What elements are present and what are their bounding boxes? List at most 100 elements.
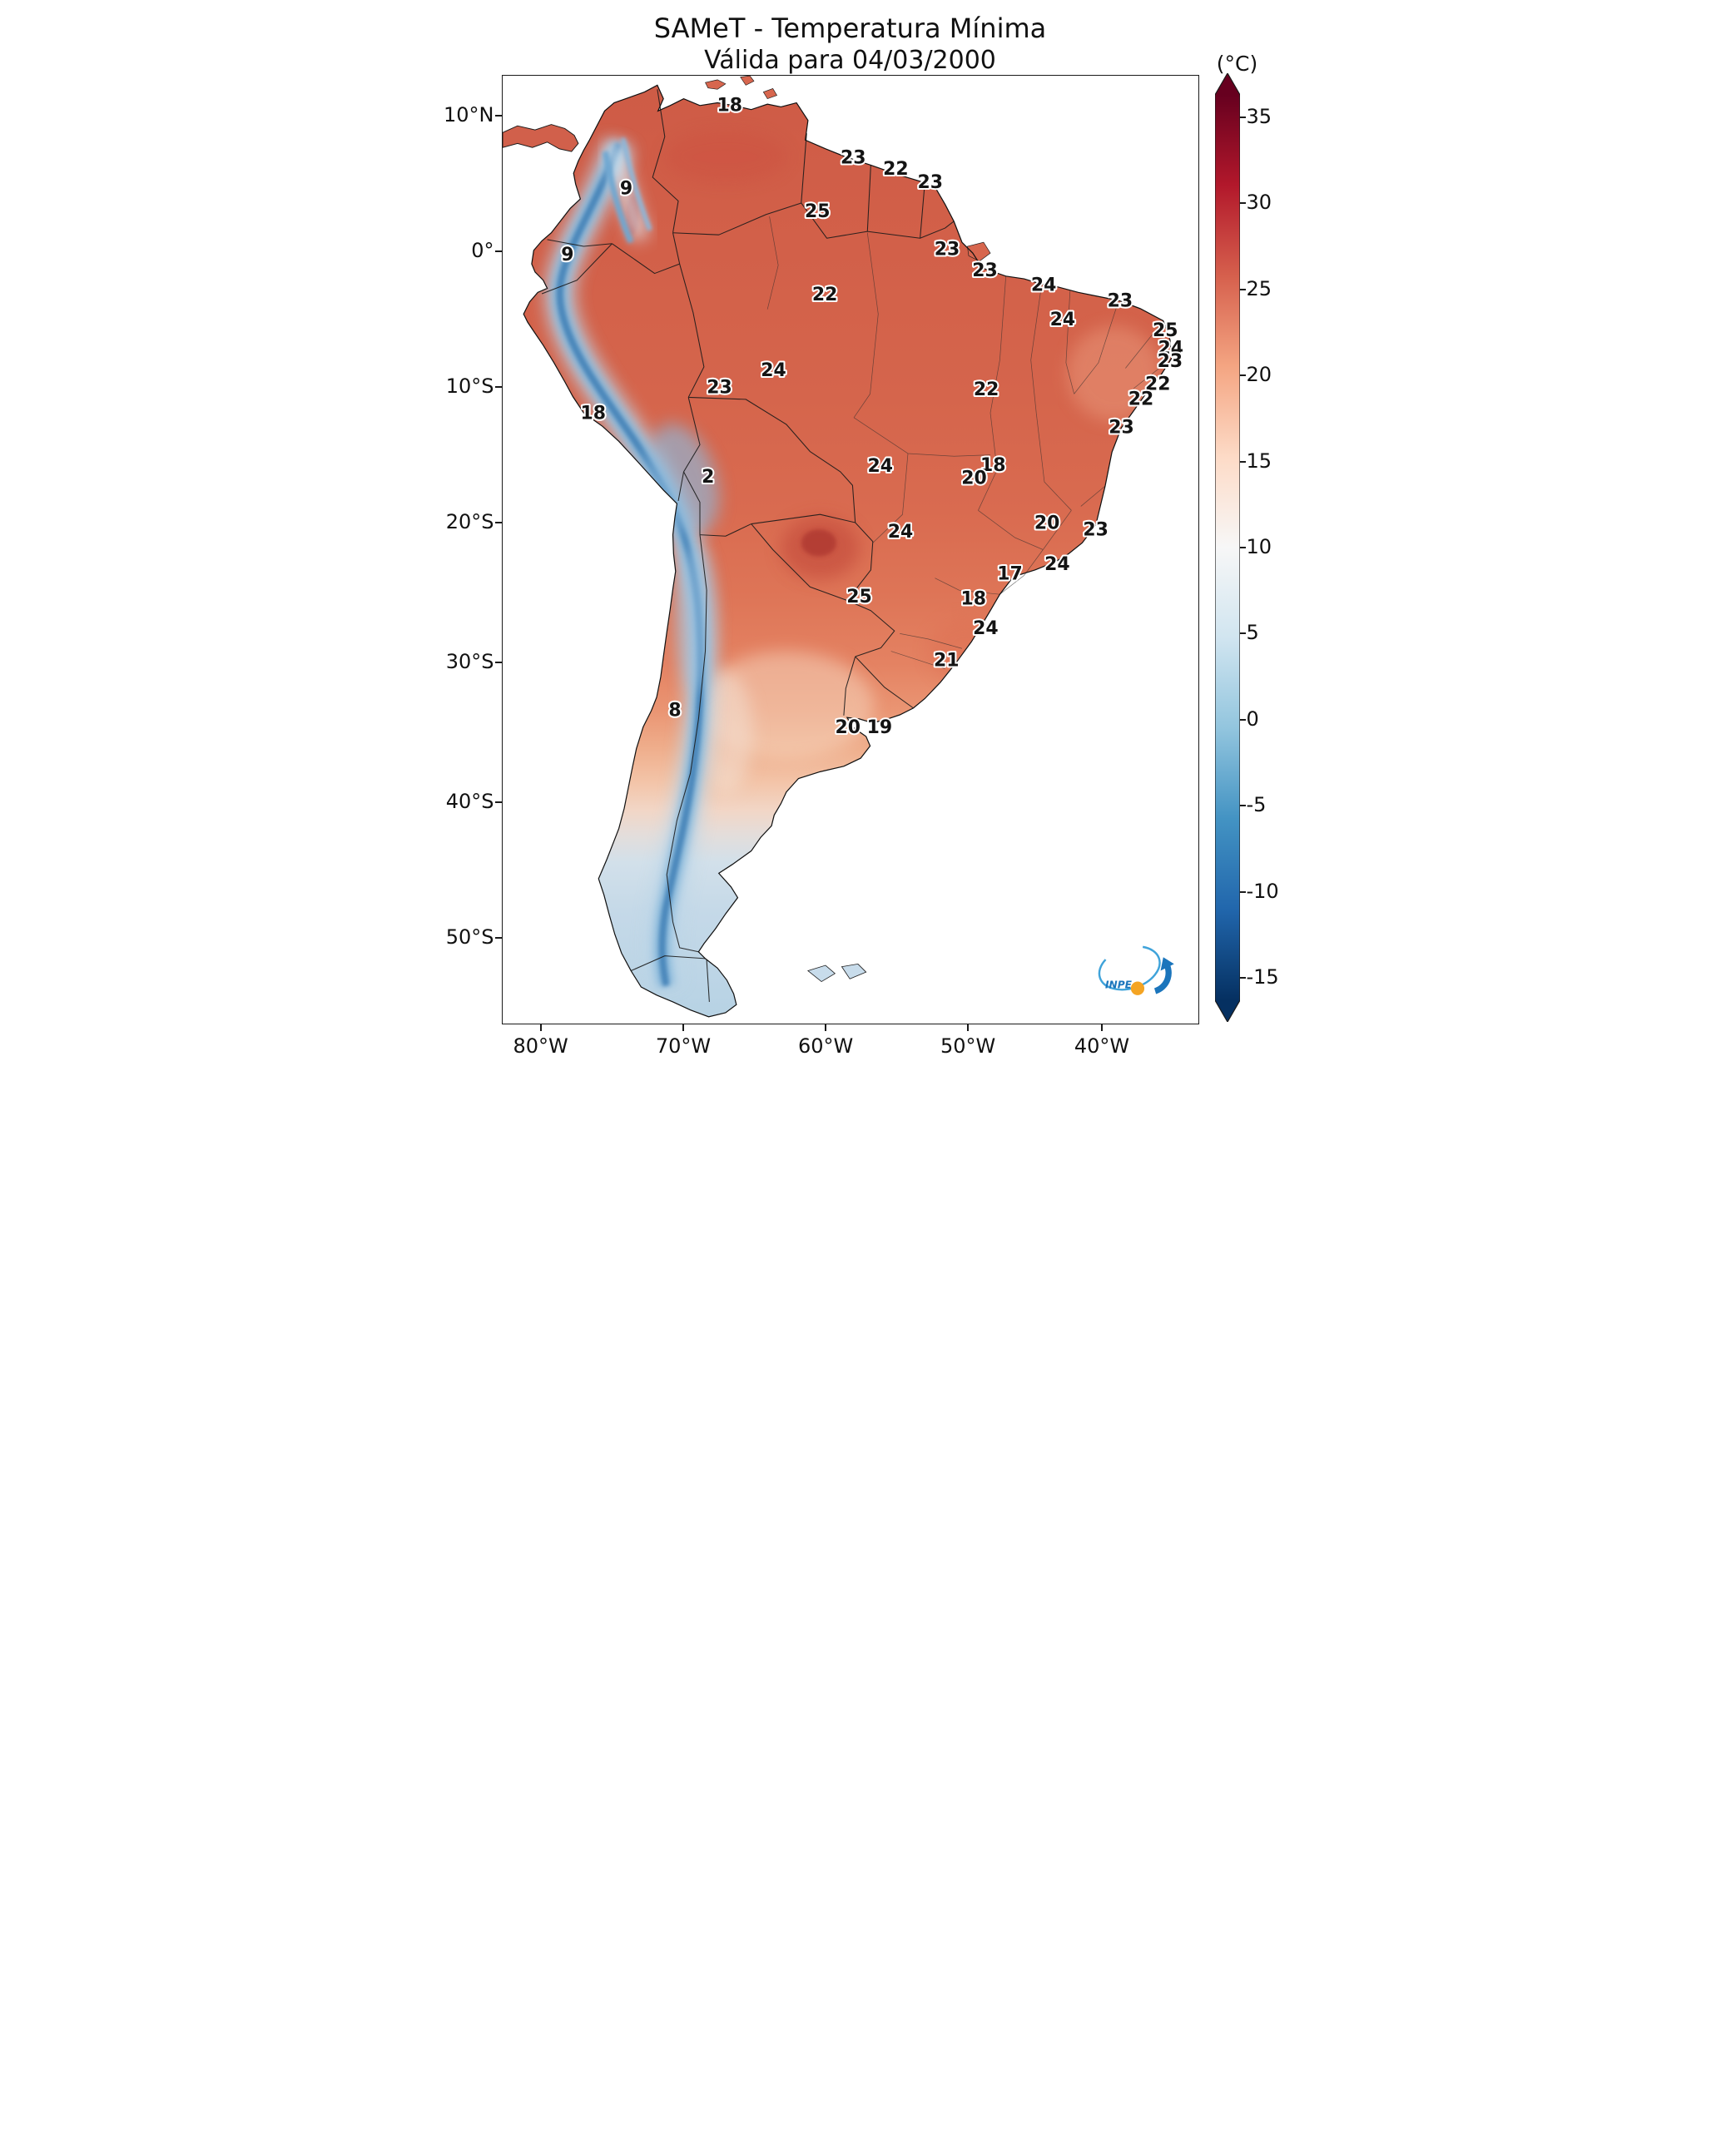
temperature-label: 21	[934, 650, 959, 671]
panama-land	[502, 124, 578, 152]
temperature-label: 18	[980, 455, 1005, 476]
temperature-label: 25	[846, 587, 871, 607]
colorbar-tickmark	[1239, 632, 1246, 635]
colorbar-tick-label: 5	[1246, 621, 1259, 645]
temperature-label: 23	[1157, 351, 1182, 372]
colorbar-tickmark	[1239, 890, 1246, 893]
lon-tickmark	[825, 1024, 827, 1031]
map-plot-area: 18 23 22 23 9 25 23 9 23 24 22 23 24 25 24 23 24 22 23 22 22…	[501, 75, 1199, 1024]
temperature-label: 23	[1109, 418, 1133, 439]
lat-tickmark	[494, 114, 502, 117]
temperature-label: 23	[917, 172, 942, 193]
island-marajo	[966, 241, 990, 262]
cordillera-east	[620, 137, 652, 231]
colorbar-tick-label: 15	[1246, 449, 1272, 473]
temperature-label: 20	[1034, 513, 1059, 533]
colorbar-unit-label: (°C)	[1216, 52, 1258, 76]
lat-tickmark	[494, 801, 502, 803]
temperature-label: 20	[961, 469, 986, 489]
island-falkland-east	[841, 963, 866, 979]
temperature-label: 23	[1107, 290, 1132, 311]
lon-tickmark	[539, 1024, 542, 1031]
temperature-shading-layer	[523, 85, 1172, 1017]
colorbar-tick-label: -5	[1246, 793, 1267, 817]
colorbar-gradient	[1214, 73, 1240, 1022]
temperature-label: 24	[867, 456, 892, 477]
colorbar	[1214, 73, 1240, 1022]
temperature-label: 25	[1152, 320, 1177, 341]
inpe-arrowhead-icon	[1160, 957, 1174, 971]
colorbar-tickmark	[1239, 977, 1246, 979]
temperature-label: 22	[973, 379, 998, 400]
temperature-label: 22	[1145, 374, 1170, 394]
state-borders	[766, 216, 1172, 670]
temperature-label: 17	[997, 563, 1022, 584]
temperature-label: 24	[1158, 338, 1183, 359]
temperature-label: 2	[702, 467, 714, 488]
lon-tickmark	[682, 1024, 684, 1031]
colorbar-tick-label: 0	[1246, 707, 1259, 731]
inpe-logo-text: INPE	[1104, 979, 1132, 991]
samet-temperature-map-figure: SAMeT - Temperatura Mínima Válida para 0…	[434, 0, 1302, 1076]
temperature-label: 22	[883, 159, 908, 180]
andes-cold-band-core	[556, 141, 704, 987]
lon-tick-label: 60°W	[798, 1034, 854, 1058]
lon-tick-label: 50°W	[940, 1034, 996, 1058]
temperature-label: 23	[840, 148, 865, 169]
lon-tick-label: 70°W	[655, 1034, 712, 1058]
temperature-label: 23	[1083, 519, 1108, 540]
inpe-orange-dot-icon	[1130, 981, 1144, 995]
cordillera-halo	[605, 141, 649, 241]
colorbar-tick-label: 30	[1246, 191, 1272, 215]
lat-tick-label: 10°N	[444, 102, 494, 126]
lat-tickmark	[494, 385, 502, 388]
lat-tickmark	[494, 521, 502, 523]
temperature-label: 24	[761, 360, 786, 381]
lat-tick-label: 30°S	[445, 650, 494, 674]
colorbar-tickmark	[1239, 460, 1246, 463]
colorbar-tick-label: 10	[1246, 535, 1272, 558]
figure-title: SAMeT - Temperatura Mínima Válida para 0…	[502, 12, 1199, 77]
colorbar-tick-label: 20	[1246, 363, 1272, 387]
colorbar-tick-label: 25	[1246, 276, 1272, 300]
temperature-label: 22	[1128, 389, 1153, 409]
lat-tick-label: 10°S	[445, 374, 494, 398]
colorbar-tickmark	[1239, 805, 1246, 807]
temperature-label: 19	[866, 717, 891, 738]
light-patch-northeast-brazil	[1066, 326, 1161, 421]
country-borders	[541, 89, 955, 1002]
title-line-2: Válida para 04/03/2000	[704, 46, 996, 75]
island-caribbean	[739, 76, 754, 86]
lon-tickmark	[1101, 1024, 1104, 1031]
temperature-label: 25	[804, 201, 829, 222]
colorbar-tick-label: -10	[1246, 879, 1279, 903]
colorbar-tickmark	[1239, 116, 1246, 118]
temperature-label: 24	[887, 522, 912, 543]
temperature-label: 20	[835, 717, 860, 738]
lon-tick-label: 80°W	[513, 1034, 568, 1058]
temperature-label: 24	[1049, 310, 1074, 330]
temperature-label: 24	[1044, 554, 1069, 575]
lat-tick-label: 50°S	[445, 925, 494, 950]
lon-tickmark	[967, 1024, 970, 1031]
hot-core-paraguay	[801, 529, 836, 557]
colorbar-tickmark	[1239, 718, 1246, 721]
lat-tickmark	[494, 662, 502, 664]
warm-patch-venezuela	[664, 131, 786, 183]
island-falkland-west	[806, 964, 836, 983]
lat-tick-label: 40°S	[445, 790, 494, 813]
lat-tickmark	[494, 250, 502, 252]
island-trinidad	[762, 88, 777, 100]
temperature-label: 18	[580, 403, 605, 424]
temperature-label: 18	[717, 95, 742, 116]
temperature-label: 24	[1030, 275, 1055, 296]
colorbar-tickmark	[1239, 288, 1246, 290]
temperature-label: 24	[973, 618, 998, 639]
colorbar-tick-label: -15	[1246, 965, 1279, 989]
cold-patch-north-chile	[674, 543, 716, 692]
lon-tick-label: 40°W	[1074, 1034, 1130, 1058]
lat-tickmark	[494, 937, 502, 940]
temperature-label: 23	[934, 240, 959, 260]
cordillera-west	[602, 151, 634, 244]
title-line-1: SAMeT - Temperatura Mínima	[653, 12, 1047, 44]
